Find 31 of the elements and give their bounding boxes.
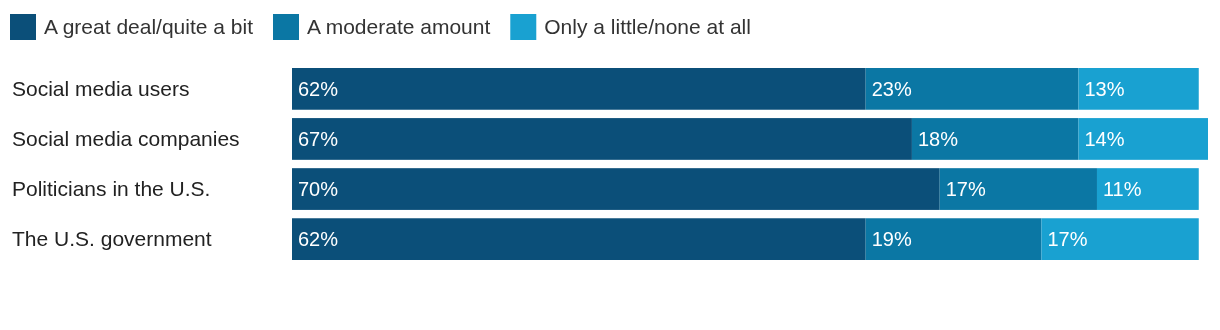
data-label: 18% [917, 127, 959, 150]
y-tick-label: The U.S. government [12, 227, 212, 251]
legend-label: Only a little/none at all [544, 15, 751, 38]
data-label: 23% [871, 77, 912, 100]
data-label: 14% [1084, 127, 1125, 150]
data-label: 17% [1047, 228, 1088, 251]
bar [1078, 118, 1208, 160]
legend-label: A great deal/quite a bit [44, 15, 254, 38]
bar [1041, 218, 1199, 260]
bar [292, 168, 940, 210]
bar [1078, 68, 1199, 110]
y-tick-label: Social media companies [12, 126, 240, 150]
bar [292, 118, 912, 160]
bar [939, 168, 1097, 210]
data-label: 13% [1084, 77, 1125, 100]
y-tick-label: Politicians in the U.S. [12, 177, 211, 201]
data-label: 17% [945, 178, 986, 201]
data-label: 11% [1102, 178, 1142, 201]
data-label: 70% [298, 178, 339, 201]
bar [1096, 168, 1199, 210]
bar [292, 68, 866, 110]
bar [911, 118, 1079, 160]
data-label: 62% [298, 228, 339, 251]
y-tick-label: Social media users [12, 76, 190, 100]
bar [865, 68, 1079, 110]
data-label: 62% [298, 77, 339, 100]
bar [292, 218, 866, 260]
data-label: 67% [298, 127, 339, 150]
legend-label: A moderate amount [307, 15, 491, 38]
data-label: 19% [871, 228, 912, 251]
bar [865, 218, 1042, 260]
